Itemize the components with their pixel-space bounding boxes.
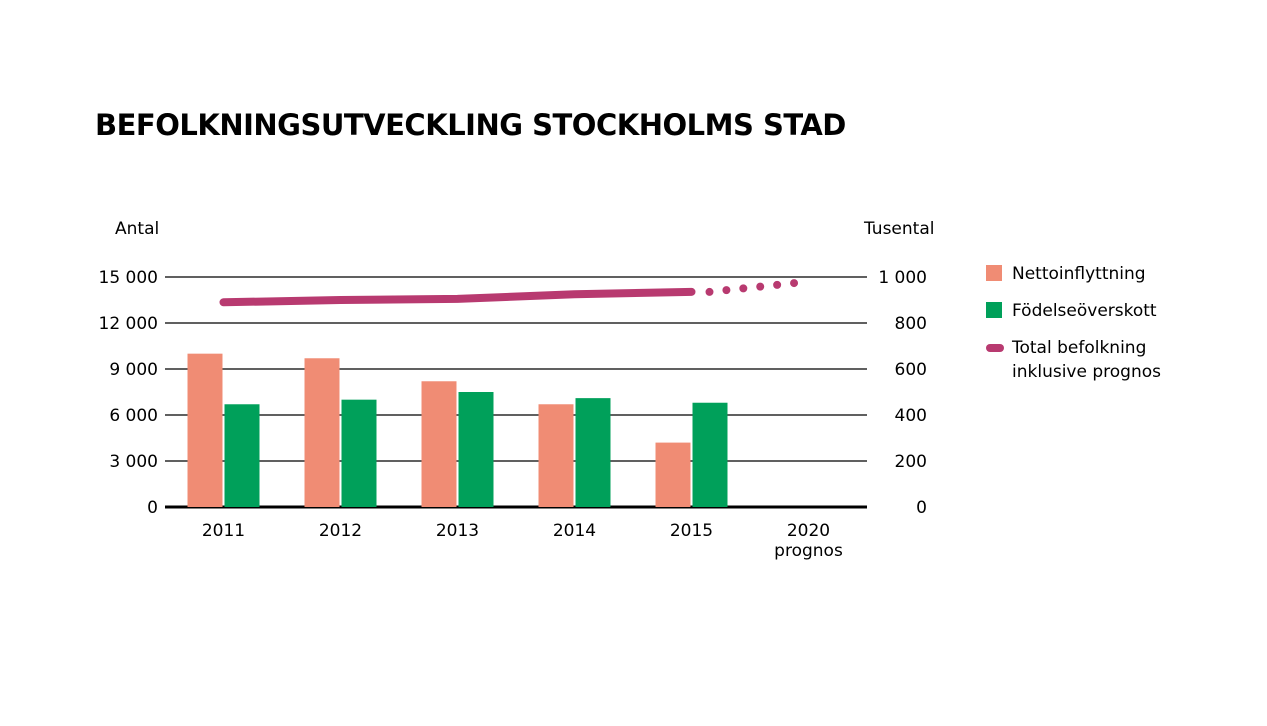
x-tick-label: 2014 <box>553 521 596 541</box>
bars <box>187 353 728 507</box>
bar-nettoinflyttning <box>304 358 340 507</box>
y-tick-label: 9 000 <box>109 360 158 380</box>
legend-label-fodelseoverskott: Födelseöverskott <box>1012 301 1157 321</box>
bar-fodelseoverskott <box>692 402 728 507</box>
chart-title: BEFOLKNINGSUTVECKLING STOCKHOLMS STAD <box>95 108 846 142</box>
population-line <box>219 277 813 307</box>
legend-swatch-total <box>986 344 1004 352</box>
bar-fodelseoverskott <box>575 398 611 507</box>
y-axis-label: Antal <box>115 219 159 239</box>
chart-area: Antal Tusental 0 0 3 000 200 6 000 400 9 000 60… <box>99 219 935 561</box>
y2-tick-label: 800 <box>895 314 927 334</box>
y2-tick-label: 200 <box>895 452 927 472</box>
y2-tick-label: 1 000 <box>878 268 927 288</box>
y2-tick-label: 400 <box>895 406 927 426</box>
legend-item-nettoinflyttning: Nettoinflyttning <box>986 262 1246 286</box>
legend-label-nettoinflyttning: Nettoinflyttning <box>1012 264 1146 284</box>
y2-axis-label: Tusental <box>863 219 934 239</box>
y-tick-label: 0 <box>147 498 158 518</box>
bar-nettoinflyttning <box>421 381 457 507</box>
y-tick-label: 12 000 <box>99 314 158 334</box>
x-tick-label: 2012 <box>319 521 362 541</box>
legend-swatch-fodelseoverskott <box>986 302 1002 318</box>
x-tick-label: 2015 <box>670 521 713 541</box>
legend-swatch-nettoinflyttning <box>986 265 1002 281</box>
bar-nettoinflyttning <box>538 404 574 507</box>
x-tick-label: 2013 <box>436 521 479 541</box>
population-line-actual <box>219 287 696 307</box>
x-tick-label: 2020 <box>787 521 830 541</box>
x-tick-label: 2011 <box>202 521 245 541</box>
y-tick-label: 3 000 <box>109 452 158 472</box>
bar-fodelseoverskott <box>341 399 377 507</box>
legend-item-total: Total befolkning inklusive prognos <box>986 336 1246 384</box>
y2-tick-label: 0 <box>916 498 927 518</box>
bar-fodelseoverskott <box>224 404 260 507</box>
y-tick-label: 6 000 <box>109 406 158 426</box>
bar-nettoinflyttning <box>655 442 691 507</box>
legend-label-total: Total befolkning inklusive prognos <box>1012 338 1161 382</box>
legend: Nettoinflyttning Födelseöverskott Total … <box>986 262 1246 397</box>
x-tick-sublabel: prognos <box>774 541 843 561</box>
legend-item-fodelseoverskott: Födelseöverskott <box>986 299 1246 323</box>
axes: Antal Tusental 0 0 3 000 200 6 000 400 9 000 60… <box>99 219 935 561</box>
y-tick-label: 15 000 <box>99 268 158 288</box>
gridlines <box>165 276 867 509</box>
y2-tick-label: 600 <box>895 360 927 380</box>
population-line-projection <box>705 277 813 296</box>
bar-fodelseoverskott <box>458 392 494 507</box>
bar-nettoinflyttning <box>187 353 223 507</box>
